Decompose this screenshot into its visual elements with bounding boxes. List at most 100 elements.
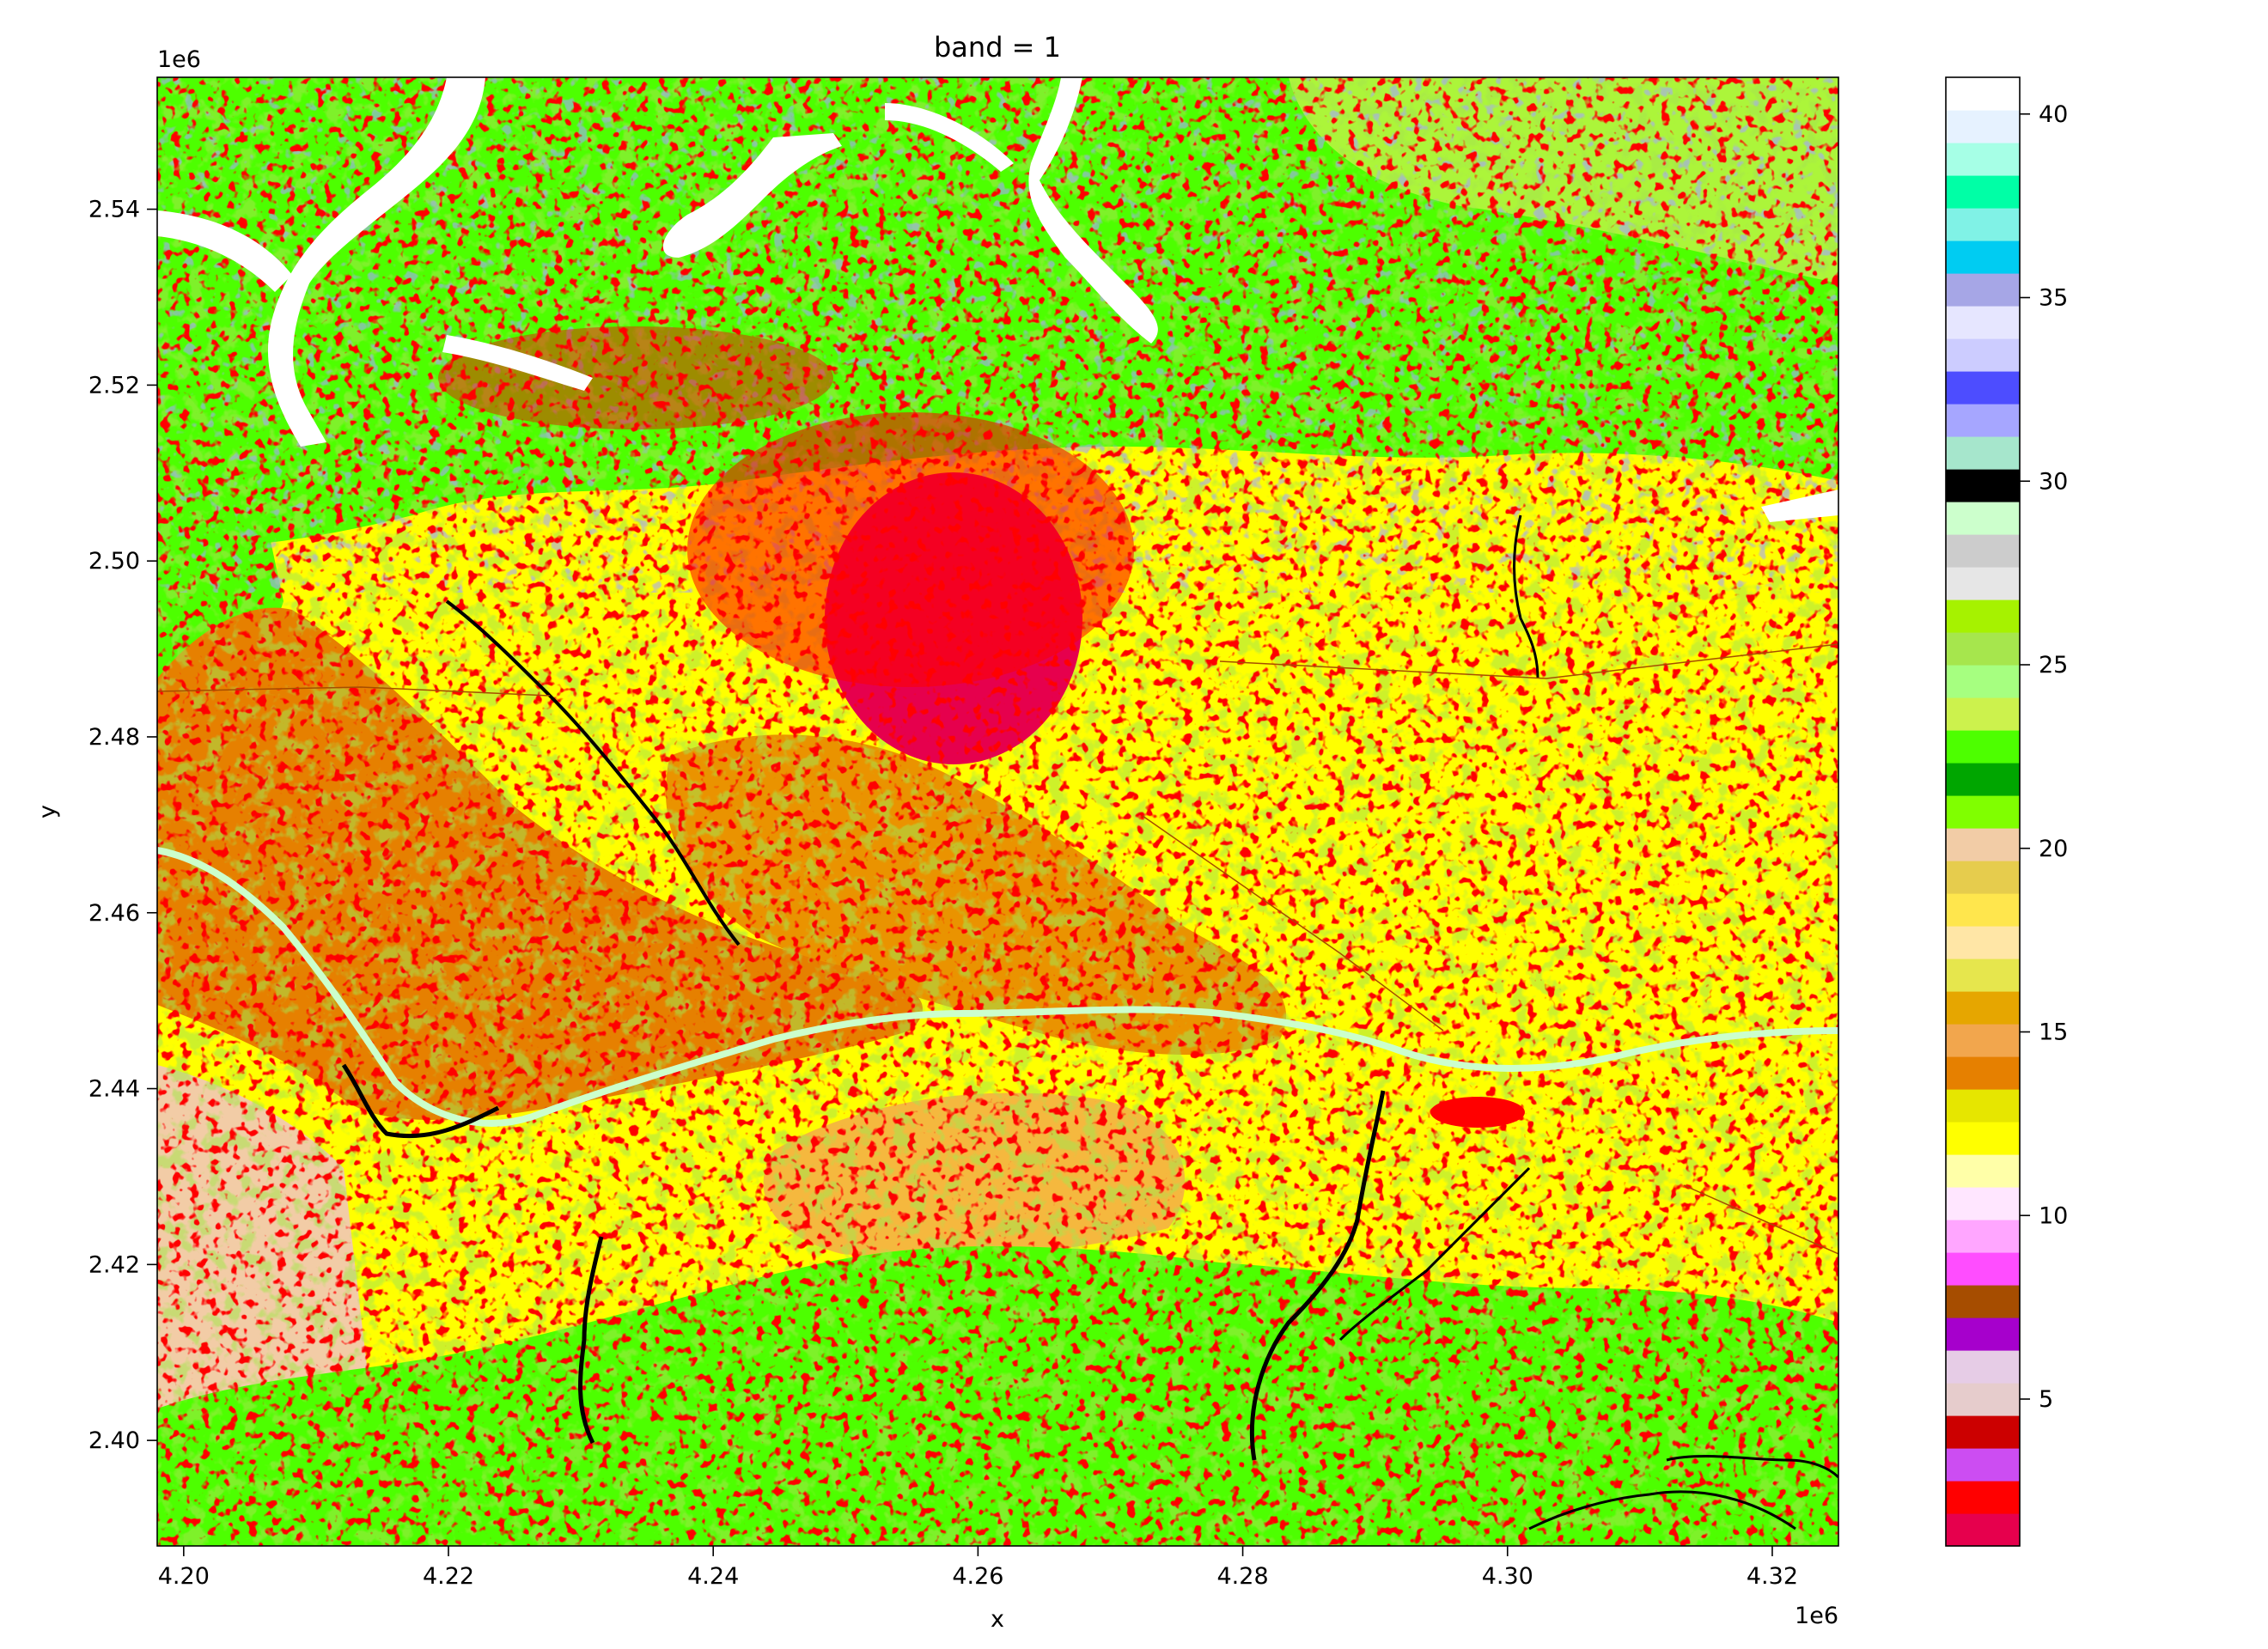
- colorbar-ticks: 5 10 15 20 25 30 35 40: [2020, 101, 2068, 1413]
- map-region-lake-central: [662, 133, 842, 258]
- colorbar-segment: [1946, 1415, 2020, 1449]
- map-river-south-3: [1338, 1166, 1531, 1342]
- x-axis-label: x: [991, 1606, 1004, 1633]
- colorbar-segment: [1946, 77, 2020, 111]
- map-river-se-lower: [1528, 1490, 1796, 1530]
- colorbar-tick-label: 40: [2039, 101, 2068, 128]
- map-river-southeast: [1666, 1455, 1838, 1479]
- x-tick-label: 4.30: [1482, 1563, 1533, 1590]
- map-region-lake-far-east: [1761, 490, 1838, 522]
- y-tick-label: 2.54: [88, 197, 140, 223]
- colorbar-segment: [1946, 828, 2020, 861]
- colorbar-segment: [1946, 371, 2020, 405]
- colorbar-segment: [1946, 1285, 2020, 1318]
- colorbar-segment: [1946, 240, 2020, 274]
- map-region-lake-west: [267, 77, 485, 447]
- colorbar-segment: [1946, 1056, 2020, 1090]
- colorbar-segment: [1946, 143, 2020, 176]
- colorbar-segment: [1946, 110, 2020, 143]
- colorbar-segment: [1946, 893, 2020, 927]
- land-cover-map: [157, 77, 1838, 1546]
- map-line-rail-3: [1142, 815, 1444, 1031]
- colorbar-frame: [1945, 76, 2021, 1547]
- colorbar-segment: [1946, 567, 2020, 600]
- x-tick-label: 4.24: [687, 1563, 739, 1590]
- map-river-main: [157, 847, 1838, 1127]
- colorbar-segment: [1946, 1350, 2020, 1384]
- colorbar-segment: [1946, 632, 2020, 666]
- map-region-lake-west-arm: [157, 210, 292, 292]
- colorbar-segment: [1946, 273, 2020, 307]
- colorbar-segment: [1946, 436, 2020, 470]
- colorbar-segment: [1946, 697, 2020, 731]
- map-region-lake-lower: [442, 335, 593, 391]
- colorbar-tick-label: 25: [2039, 652, 2068, 678]
- colorbar-segment: [1946, 1383, 2020, 1416]
- colorbar-segment: [1946, 338, 2020, 372]
- x-tick-label: 4.32: [1747, 1563, 1798, 1590]
- colorbar-segment: [1946, 926, 2020, 959]
- map-river-east: [1513, 514, 1539, 679]
- colorbar-segment: [1946, 1089, 2020, 1123]
- x-tick-label: 4.26: [952, 1563, 1003, 1590]
- map-river-south-2: [1249, 1090, 1386, 1461]
- x-axis: 4.20 4.22 4.24 4.26 4.28 4.30 4.32: [158, 1546, 1798, 1590]
- colorbar-segment: [1946, 469, 2020, 502]
- colorbar-segment: [1946, 1513, 2020, 1547]
- colorbar-segment: [1946, 599, 2020, 633]
- colorbar-segment: [1946, 861, 2020, 894]
- colorbar-tick-label: 5: [2039, 1386, 2053, 1413]
- colorbar-segment: [1946, 1220, 2020, 1253]
- colorbar-segment: [1946, 763, 2020, 796]
- colorbar-segment: [1946, 795, 2020, 829]
- colorbar-tick-label: 30: [2039, 468, 2068, 495]
- y-tick-label: 2.44: [88, 1076, 140, 1103]
- colorbar-segment: [1946, 306, 2020, 339]
- colorbar-segment: [1946, 1448, 2020, 1482]
- x-offset-label: 1e6: [1795, 1603, 1838, 1629]
- y-tick-label: 2.40: [88, 1427, 140, 1454]
- y-tick-label: 2.48: [88, 724, 140, 751]
- colorbar-segment: [1946, 1317, 2020, 1351]
- colorbar-segment: [1946, 958, 2020, 992]
- map-region-lake-east-arm: [885, 103, 1014, 172]
- colorbar: [1946, 77, 2020, 1547]
- colorbar-segment: [1946, 175, 2020, 209]
- map-river-south-1: [578, 1236, 604, 1445]
- map-texture-urban: [157, 77, 1838, 1546]
- colorbar-segment: [1946, 1024, 2020, 1057]
- colorbar-segment: [1946, 1481, 2020, 1514]
- y-axis: 2.40 2.42 2.44 2.46 2.48 2.50 2.52 2.54: [88, 197, 157, 1454]
- plot-frame: [156, 76, 1839, 1547]
- map-river-west: [445, 599, 741, 946]
- y-axis-label: y: [34, 805, 61, 818]
- colorbar-segment: [1946, 1252, 2020, 1286]
- colorbar-segment: [1946, 1154, 2020, 1188]
- x-tick-label: 4.28: [1217, 1563, 1269, 1590]
- colorbar-tick-label: 10: [2039, 1202, 2068, 1229]
- y-tick-label: 2.50: [88, 548, 140, 575]
- colorbar-tick-label: 15: [2039, 1019, 2068, 1046]
- x-tick-label: 4.20: [158, 1563, 210, 1590]
- colorbar-segment: [1946, 208, 2020, 241]
- colorbar-segment: [1946, 665, 2020, 698]
- colorbar-segment: [1946, 534, 2020, 568]
- y-tick-label: 2.52: [88, 372, 140, 399]
- map-line-rail-1: [157, 686, 551, 697]
- colorbar-segment: [1946, 1122, 2020, 1155]
- map-line-rail-4: [1683, 1184, 1838, 1255]
- y-tick-label: 2.42: [88, 1251, 140, 1278]
- colorbar-segment: [1946, 991, 2020, 1025]
- chart-title: band = 1: [934, 31, 1061, 64]
- colorbar-tick-label: 35: [2039, 285, 2068, 312]
- y-offset-label: 1e6: [157, 46, 201, 73]
- colorbar-tick-label: 20: [2039, 836, 2068, 862]
- x-tick-label: 4.22: [423, 1563, 474, 1590]
- colorbar-segment: [1946, 404, 2020, 437]
- map-river-southwest: [341, 1063, 500, 1139]
- map-line-rail-2: [1219, 643, 1838, 679]
- colorbar-segment: [1946, 502, 2020, 535]
- y-tick-label: 2.46: [88, 900, 140, 927]
- map-region-lake-east: [1028, 77, 1158, 344]
